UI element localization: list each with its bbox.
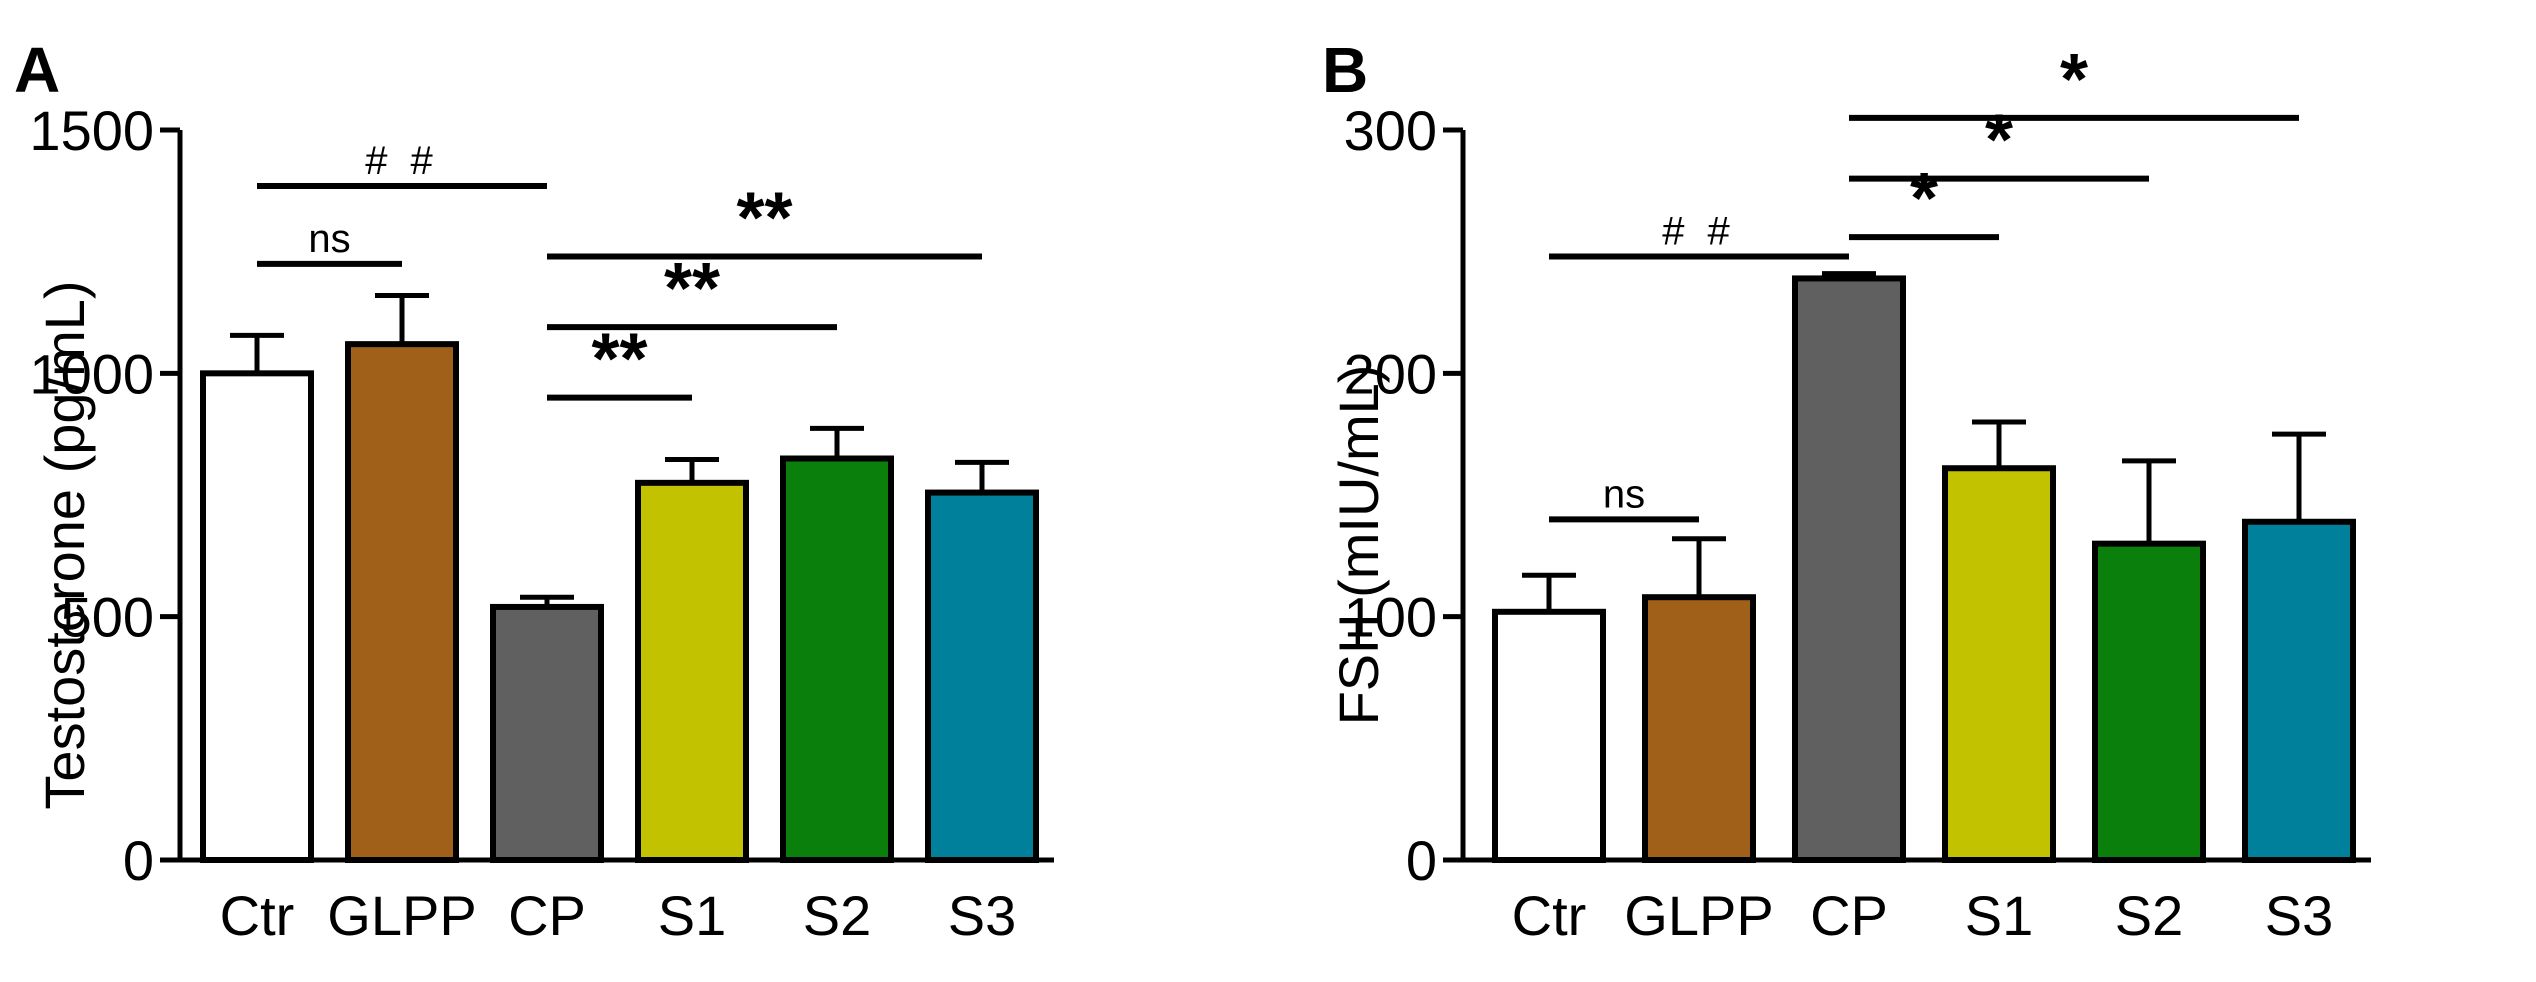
category-label: CP — [508, 884, 586, 947]
category-label: S1 — [1965, 884, 2034, 947]
bar-s1 — [1942, 465, 2056, 863]
y-tick-label: 500 — [61, 586, 154, 649]
y-tick-label: 0 — [123, 829, 154, 892]
panel-b: B FSH (mIU/mL) 0 100 200 300 Ctr GLPP CP S1 S2 S3… — [1322, 34, 2371, 947]
bar-ctr — [200, 370, 314, 863]
significance-label: # # — [1662, 210, 1736, 254]
y-tick-label: 0 — [1406, 829, 1437, 892]
significance-label: * — [1910, 159, 1938, 239]
bar-glpp — [1642, 594, 1756, 863]
bar-s1 — [635, 479, 749, 863]
panel-b-letter: B — [1322, 34, 1368, 106]
bar-cp — [490, 603, 604, 864]
y-tick-label: 200 — [1344, 342, 1437, 405]
significance-label: # # — [365, 139, 439, 183]
category-label: Ctr — [1512, 884, 1587, 947]
panel-a-y-axis-title: Testosterone (pg/mL) — [33, 280, 96, 809]
category-label: S3 — [948, 884, 1017, 947]
bar-s2 — [2092, 540, 2206, 864]
significance-label: ** — [591, 320, 647, 400]
significance-label: ** — [664, 249, 720, 329]
significance-label: ns — [308, 217, 350, 261]
y-tick-label: 1000 — [29, 342, 154, 405]
panel-a: A Testosterone (pg/mL) 0 500 1000 1500 Ctr GL… — [14, 34, 1054, 947]
category-label: CP — [1810, 884, 1888, 947]
significance-label: * — [2060, 40, 2088, 120]
significance-label: * — [1985, 101, 2013, 181]
bar-s3 — [2242, 518, 2356, 863]
significance-label: ** — [736, 179, 792, 259]
y-tick-label: 1500 — [29, 99, 154, 162]
bar-cp — [1792, 275, 1906, 863]
panel-b-y-axis-title: FSH (mIU/mL) — [1327, 365, 1390, 726]
category-label: Ctr — [220, 884, 295, 947]
y-tick-label: 300 — [1344, 99, 1437, 162]
panel-a-letter: A — [14, 34, 60, 106]
category-label: S2 — [803, 884, 872, 947]
bar-ctr — [1492, 608, 1606, 863]
category-label: S1 — [658, 884, 727, 947]
bar-s2 — [780, 455, 894, 863]
category-label: S2 — [2115, 884, 2184, 947]
category-label: GLPP — [327, 884, 476, 947]
category-label: GLPP — [1624, 884, 1773, 947]
bar-glpp — [345, 341, 459, 863]
bar-s3 — [925, 489, 1039, 863]
category-label: S3 — [2265, 884, 2334, 947]
y-tick-label: 100 — [1344, 586, 1437, 649]
significance-label: ns — [1603, 472, 1645, 516]
